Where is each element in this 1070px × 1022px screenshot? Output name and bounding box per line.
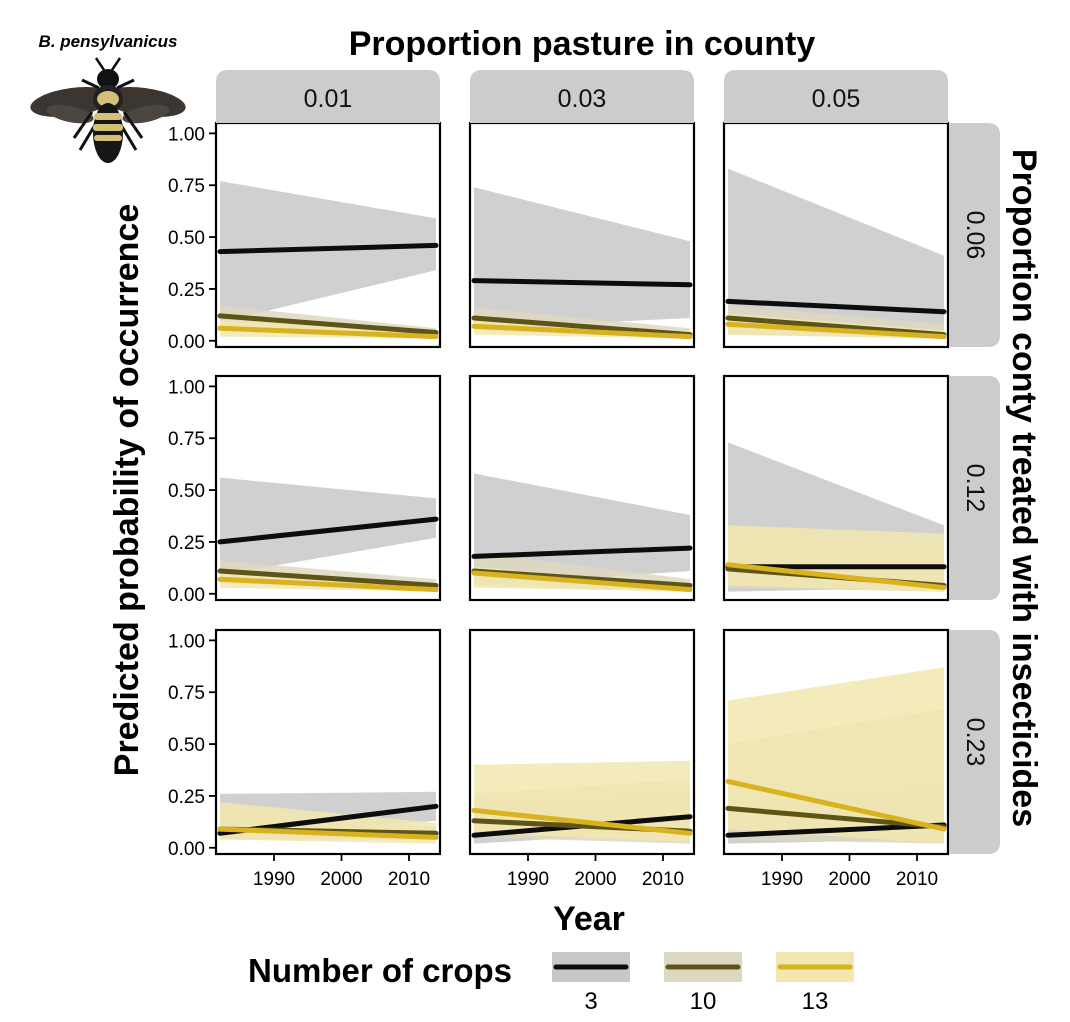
x-tick-label: 2000 — [574, 869, 616, 890]
row-strip-background — [949, 376, 1000, 600]
row-strip-background — [949, 123, 1000, 347]
row-strip: 0.12 — [949, 376, 1000, 600]
y-tick-label: 0.25 — [168, 280, 205, 301]
confidence-band-crops-13 — [728, 667, 944, 844]
column-strip-label: 0.03 — [558, 85, 607, 113]
y-tick-label: 0.25 — [168, 787, 205, 808]
y-tick-label: 0.00 — [168, 585, 205, 606]
panel-r2-c2: 1990 2000 2010 — [722, 628, 950, 890]
y-tick-label: 0.75 — [168, 683, 205, 704]
panel-border — [468, 628, 696, 856]
x-tick-label: 2000 — [828, 869, 870, 890]
y-tick-label: 0.50 — [168, 735, 205, 756]
column-strip-background — [216, 70, 440, 123]
confidence-band-crops-3 — [474, 187, 690, 329]
column-strip: 0.03 — [470, 70, 694, 123]
panel-border — [468, 374, 696, 602]
series-line-crops-13 — [471, 323, 693, 340]
panel-r1-c1 — [468, 374, 696, 602]
series-line-crops-3 — [217, 516, 439, 545]
column-strip-background — [724, 70, 948, 123]
series-line-crops-13 — [725, 321, 947, 340]
row-strip: 0.06 — [949, 123, 1000, 347]
series-line-crops-13 — [471, 807, 693, 836]
series-line-crops-10 — [471, 315, 693, 338]
y-tick-label: 0.50 — [168, 228, 205, 249]
row-strip-background — [949, 630, 1000, 854]
panel-r2-c1: 1990 2000 2010 — [468, 628, 696, 890]
series-line-crops-13 — [725, 778, 947, 832]
species-name: B. pensylvanicus — [39, 32, 178, 51]
series-line-crops-3 — [471, 545, 693, 559]
panel-r1-c0: 0.00 0.25 0.50 0.75 1.00 — [168, 374, 442, 606]
confidence-band-crops-3 — [220, 477, 436, 576]
legend-entry-10: 10 — [664, 952, 742, 1015]
row-strip-label: 0.06 — [961, 211, 989, 260]
confidence-band-crops-3 — [220, 181, 436, 323]
series-line-crops-13 — [217, 576, 439, 593]
x-tick-label: 2010 — [896, 869, 938, 890]
column-strip-label: 0.01 — [304, 85, 353, 113]
y-tick-label: 1.00 — [168, 631, 205, 652]
column-strip: 0.05 — [724, 70, 948, 123]
y-tick-label: 0.75 — [168, 429, 205, 450]
series-line-crops-3 — [725, 298, 947, 315]
bee-icon — [30, 57, 186, 163]
row-strip-label: 0.23 — [961, 718, 989, 767]
legend-entry-3: 3 — [552, 952, 630, 1015]
column-strip: 0.01 — [216, 70, 440, 123]
x-tick-label: 2000 — [320, 869, 362, 890]
x-tick-label: 1990 — [761, 869, 803, 890]
x-tick-label: 1990 — [507, 869, 549, 890]
panel-r1-c2 — [722, 374, 950, 602]
panel-r0-c2 — [722, 121, 950, 349]
series-line-crops-13 — [471, 570, 693, 593]
panel-border — [722, 374, 950, 602]
y-tick-label: 0.25 — [168, 533, 205, 554]
column-strip-label: 0.05 — [812, 85, 861, 113]
panel-r0-c1 — [468, 121, 696, 349]
x-axis-label: Year — [553, 900, 625, 938]
panel-r0-c0: 0.00 0.25 0.50 0.75 1.00 — [168, 121, 442, 353]
x-tick-label: 1990 — [253, 869, 295, 890]
x-tick-label: 2010 — [642, 869, 684, 890]
row-strip: 0.23 — [949, 630, 1000, 854]
y-tick-label: 0.00 — [168, 332, 205, 353]
right-axis-label: Proportion conty treated with insecticid… — [1005, 149, 1043, 827]
panel-border — [214, 628, 442, 856]
legend-label: 13 — [802, 988, 829, 1015]
legend: 3 10 13 — [552, 952, 854, 1015]
series-line-crops-10 — [725, 315, 947, 338]
series-line-crops-3 — [217, 242, 439, 255]
legend-title: Number of crops — [248, 952, 512, 989]
y-tick-label: 1.00 — [168, 377, 205, 398]
series-line-crops-13 — [217, 325, 439, 340]
y-tick-label: 0.00 — [168, 839, 205, 860]
chart-title: Proportion pasture in county — [349, 25, 816, 63]
series-line-crops-13 — [217, 826, 439, 840]
y-tick-label: 1.00 — [168, 124, 205, 145]
series-line-crops-3 — [471, 278, 693, 288]
series-line-crops-13 — [725, 562, 947, 591]
legend-entry-13: 13 — [776, 952, 854, 1015]
confidence-band-crops-3 — [728, 168, 944, 335]
series-line-crops-10 — [217, 313, 439, 335]
series-line-crops-10 — [725, 805, 947, 830]
panel-border — [214, 374, 442, 602]
series-line-crops-10 — [217, 568, 439, 588]
legend-label: 3 — [584, 988, 597, 1015]
series-line-crops-3 — [725, 822, 947, 838]
column-strip-background — [470, 70, 694, 123]
panel-border — [722, 628, 950, 856]
y-axis-label: Predicted probability of occurrence — [108, 204, 146, 776]
x-tick-label: 2010 — [388, 869, 430, 890]
panel-r2-c0: 0.00 0.25 0.50 0.75 1.00 1990 2000 2010 — [168, 628, 442, 890]
y-tick-label: 0.50 — [168, 481, 205, 502]
legend-label: 10 — [690, 988, 717, 1015]
row-strip-label: 0.12 — [961, 464, 989, 513]
facet-panels: 0.00 0.25 0.50 0.75 1.00 0.00 0.25 0.50 0.75 1.00… — [168, 70, 1000, 890]
y-tick-label: 0.75 — [168, 176, 205, 197]
confidence-band-crops-3 — [474, 473, 690, 586]
